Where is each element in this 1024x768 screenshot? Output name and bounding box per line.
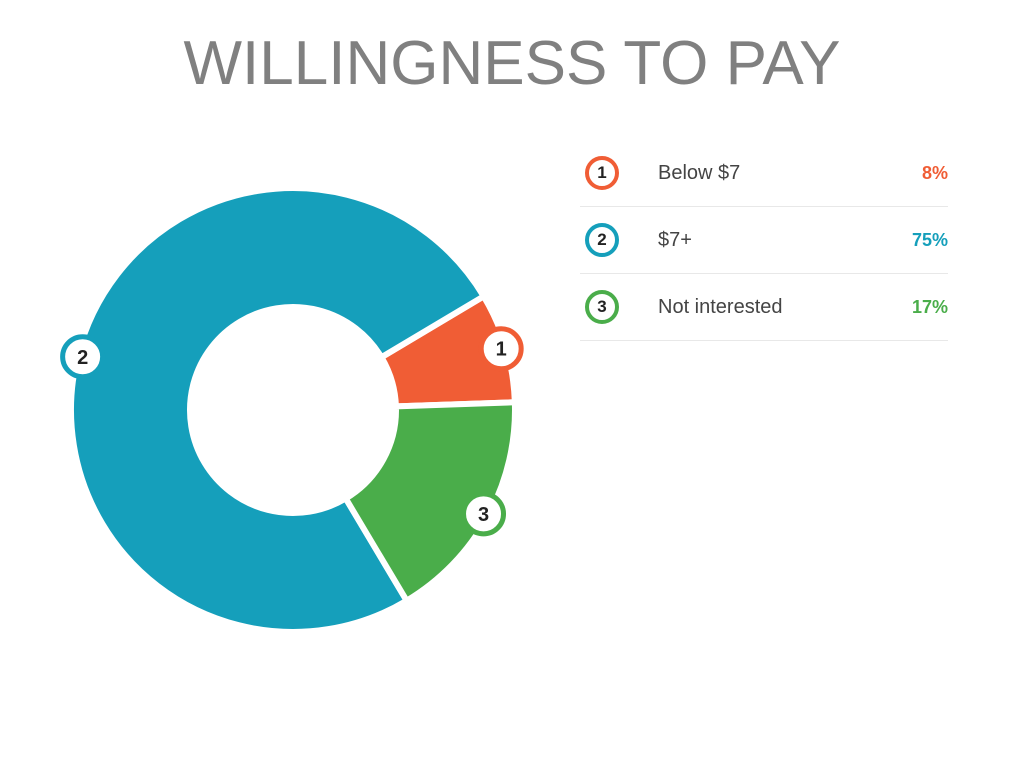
slice-marker-circle: [60, 334, 106, 380]
donut-slice: [68, 185, 488, 635]
legend-marker: 2: [585, 223, 619, 257]
legend-label: Below $7: [658, 161, 741, 184]
legend-label: $7+: [658, 228, 692, 251]
legend-item: 2 $7+ 75%: [580, 207, 948, 274]
legend: 1 Below $7 8% 2 $7+ 75% 3 Not interested…: [580, 140, 948, 341]
legend-label: Not interested: [658, 295, 783, 318]
chart-title: WILLINGNESS TO PAY: [183, 29, 841, 98]
slice-marker-label: 2: [77, 347, 88, 369]
legend-value: 17%: [911, 296, 948, 317]
legend-marker: 3: [585, 290, 619, 324]
slice-marker: 2: [60, 334, 106, 380]
legend-value: 8%: [921, 162, 948, 183]
legend-marker: 1: [585, 156, 619, 190]
legend-item: 1 Below $7 8%: [580, 140, 948, 207]
slice-marker: 3: [461, 491, 507, 537]
slice-marker: 1: [478, 326, 524, 372]
legend-value: 75%: [911, 229, 948, 250]
slice-marker-circle: [478, 326, 524, 372]
slice-marker-label: 1: [496, 339, 507, 361]
slice-marker-circle: [461, 491, 507, 537]
legend-item: 3 Not interested 17%: [580, 274, 948, 341]
donut-slice: [341, 399, 518, 605]
donut-chart: 1 2 3: [60, 185, 524, 635]
slice-marker-label: 3: [478, 504, 489, 526]
